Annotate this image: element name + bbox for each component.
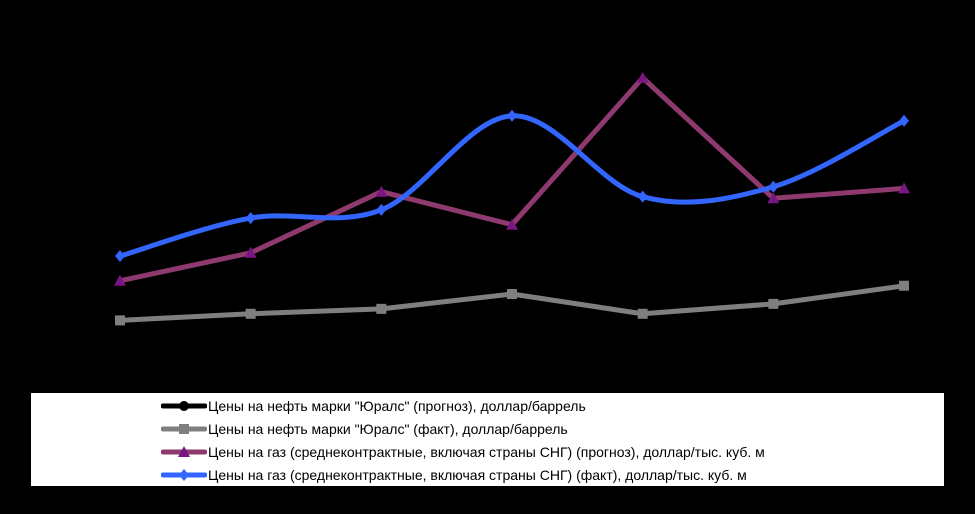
series-3-point-4 [637, 190, 648, 203]
series-2-point-1 [244, 246, 257, 258]
series-3-point-6 [899, 114, 909, 127]
series-3-point-0 [115, 250, 125, 263]
legend-item-urals-forecast: Цены на нефть марки "Юралс" (прогноз), д… [161, 394, 586, 417]
series-3-point-5 [768, 180, 779, 193]
series-1-point-2 [376, 303, 387, 314]
series-2-point-2 [375, 185, 388, 197]
series-1-point-3 [507, 289, 517, 299]
series-3-line [117, 113, 907, 259]
series-layer [114, 71, 910, 326]
series-2-point-4 [636, 71, 649, 83]
series-1-point-1 [245, 308, 256, 319]
series-1-point-6 [899, 280, 909, 291]
series-3-point-3 [507, 109, 517, 122]
legend-item-gas-forecast: Цены на газ (среднеконтрактные, включая … [161, 440, 765, 463]
series-2-point-6 [898, 182, 910, 194]
legend-label-gas-forecast: Цены на газ (среднеконтрактные, включая … [208, 443, 765, 460]
series-3-point-1 [245, 212, 256, 225]
series-1-point-5 [768, 298, 779, 309]
series-2-point-0 [114, 274, 126, 286]
legend-swatch-gas-forecast [161, 445, 207, 457]
series-1-point-4 [637, 308, 648, 319]
chart-legend: Цены на нефть марки "Юралс" (прогноз), д… [31, 393, 944, 486]
series-2-point-5 [767, 192, 780, 204]
series-2-line [117, 75, 907, 284]
series-1-point-0 [115, 315, 125, 326]
legend-label-urals-forecast: Цены на нефть марки "Юралс" (прогноз), д… [208, 397, 586, 414]
legend-label-gas-fact: Цены на газ (среднеконтрактные, включая … [208, 466, 747, 483]
legend-swatch-urals-fact [161, 423, 207, 434]
series-2-point-3 [506, 218, 518, 230]
legend-item-urals-fact: Цены на нефть марки "Юралс" (факт), долл… [161, 417, 568, 440]
legend-item-gas-fact: Цены на газ (среднеконтрактные, включая … [161, 463, 747, 486]
legend-label-urals-fact: Цены на нефть марки "Юралс" (факт), долл… [208, 420, 568, 437]
series-3-point-2 [376, 203, 387, 216]
legend-swatch-gas-fact [161, 468, 207, 481]
legend-swatch-urals-forecast [161, 400, 207, 411]
